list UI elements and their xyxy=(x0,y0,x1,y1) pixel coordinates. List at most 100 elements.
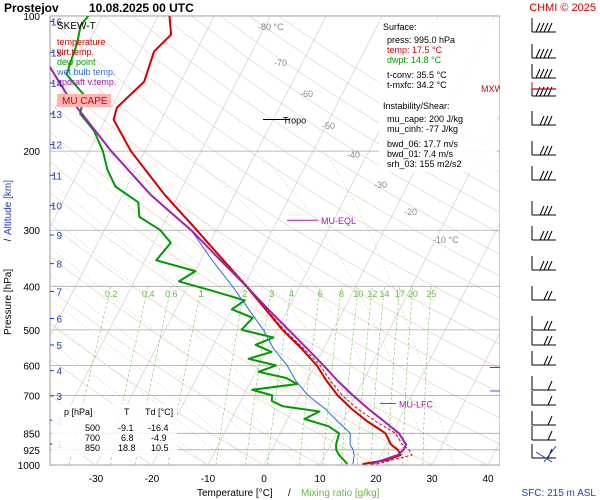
isotherm-label: -60 xyxy=(300,89,313,99)
table-cell: 18.8 xyxy=(118,443,136,453)
wind-barb xyxy=(531,331,556,346)
wind-barb-flag xyxy=(539,115,545,126)
mixing-ratio-label: 1 xyxy=(199,289,204,299)
wind-barbs xyxy=(531,18,557,463)
temperature-ticks: -30 -20 -10 0 10 20 30 40 xyxy=(89,474,494,485)
wind-barb-flag xyxy=(543,205,549,216)
wind-barb-flag xyxy=(547,170,553,181)
table-cell: -16.4 xyxy=(148,423,169,433)
pressure-tick-label: 700 xyxy=(23,391,40,402)
altitude-tick-label: 11 xyxy=(52,171,63,182)
altitude-axis-label: Altitude [km] xyxy=(3,180,14,235)
wind-barb-flag xyxy=(539,260,545,271)
wind-barb-flag xyxy=(547,430,553,441)
table-cell: 10.5 xyxy=(151,443,169,453)
wind-barb xyxy=(531,286,556,301)
bwd06: bwd_06: 17.7 m/s xyxy=(387,139,459,149)
sfc-label: SFC: 215 m ASL xyxy=(522,488,597,499)
wind-barb xyxy=(531,18,556,33)
table-bg xyxy=(52,404,177,456)
wind-barb-flag xyxy=(539,205,545,216)
isotherm-line xyxy=(151,16,383,465)
wind-barb-flag xyxy=(547,205,553,216)
wind-barb-flag xyxy=(547,320,553,331)
sounding-table: p [hPa] T Td [°C] 500 -9.1 -16.4 700 6.8… xyxy=(52,404,177,456)
pressure-tick-label: 850 xyxy=(23,429,40,440)
pressure-tick-label: 400 xyxy=(23,282,40,293)
altitude-tick-label: 12 xyxy=(51,141,63,152)
dry-adiabat xyxy=(50,19,500,322)
wind-barb-flag xyxy=(547,48,553,59)
wind-barb-flag xyxy=(539,230,545,241)
isotherm-label: -20 xyxy=(404,207,417,217)
wind-barb-flag xyxy=(543,290,549,301)
dry-adiabat xyxy=(133,16,500,255)
moist-adiabat xyxy=(119,151,388,465)
wind-barb-flag xyxy=(547,68,553,79)
isotherm-line xyxy=(50,16,215,337)
pressure-axis-label: Pressure [hPa] xyxy=(3,269,14,335)
wind-barb-flag xyxy=(547,335,553,346)
wind-barb-flag xyxy=(543,145,549,156)
table-cell: -4.9 xyxy=(151,433,167,443)
wind-barb xyxy=(531,351,556,366)
altitude-tick-label: 6 xyxy=(56,315,62,326)
isotherm-line xyxy=(431,331,500,465)
isotherm-line xyxy=(95,16,327,465)
pressure-tick-label: 300 xyxy=(23,226,40,237)
wind-barb-flag xyxy=(539,68,545,79)
axis-label-sep: / xyxy=(3,238,14,241)
isotherm-label: -10 °C xyxy=(433,235,459,245)
mixing-ratio-label: 3 xyxy=(269,289,274,299)
moist-adiabat xyxy=(256,151,433,465)
tropo-label: Tropo xyxy=(283,115,306,125)
instability-title: Instability/Shear: xyxy=(383,101,450,111)
wind-barb xyxy=(531,376,556,391)
mixing-axis-label: Mixing ratio [g/kg] xyxy=(301,488,380,499)
mucape-badge: MU CAPE xyxy=(62,96,108,107)
wind-barb-flag xyxy=(547,380,553,391)
wind-barb-flag xyxy=(543,320,549,331)
altitude-tick-label: 16 xyxy=(51,18,63,29)
dry-adiabat xyxy=(50,45,500,345)
isotherm-labels: 0.2 0.4 0.6 1 2 3 4 6 8 10 12 14 17 20 25-80 °C-70-60-… xyxy=(105,22,459,299)
altitude-tick-label: 10 xyxy=(51,202,63,213)
srh03: srh_03: 155 m2/s2 xyxy=(387,159,462,169)
altitude-tick-label: 14 xyxy=(51,79,63,90)
temperature-line xyxy=(112,16,402,465)
legend-title: SKEW-T xyxy=(57,21,96,32)
temperature-tick-label: 30 xyxy=(426,474,438,485)
wetbulb-line xyxy=(190,229,355,465)
altitude-tick-label: 15 xyxy=(51,48,63,59)
surface-wind-barb xyxy=(535,451,553,463)
wind-barb xyxy=(531,316,556,331)
wind-barb-flag xyxy=(547,395,553,406)
mixing-ratio-label: 4 xyxy=(289,289,294,299)
wind-barb xyxy=(531,44,556,59)
table-cell: 6.8 xyxy=(121,433,134,443)
pressure-tick-label: 500 xyxy=(23,326,40,337)
surface-temp: temp: 17.5 °C xyxy=(387,45,443,55)
table-cell: -9.1 xyxy=(118,423,134,433)
dry-adiabat xyxy=(162,16,500,234)
pressure-tick-label: 1000 xyxy=(18,461,41,472)
surface-dwpt: dwpt: 14.8 °C xyxy=(387,55,442,65)
wind-barb xyxy=(531,426,556,441)
wind-barb xyxy=(531,166,556,181)
wind-barb-flag xyxy=(535,22,541,33)
legend-wetbulb: wet bulb temp. xyxy=(56,67,116,77)
temperature-tick-label: -20 xyxy=(145,474,160,485)
table-header-p: p [hPa] xyxy=(64,407,93,417)
surface-wind-barb xyxy=(543,445,557,463)
mixing-ratio-label: 0.6 xyxy=(165,289,178,299)
info-box-bg xyxy=(379,20,497,172)
legend: SKEW-T temperature virt.temp. dew point … xyxy=(56,21,116,107)
mu-lfc-label: MU-LFC xyxy=(399,399,433,409)
mucape-badge-bg xyxy=(57,94,111,107)
mixing-ratio-label: 0.2 xyxy=(105,289,118,299)
pressure-tick-label: 600 xyxy=(23,361,40,372)
wind-barb xyxy=(531,411,556,426)
legend-parcel: updraft v.temp. xyxy=(57,77,116,87)
temperature-tick-label: 40 xyxy=(482,474,494,485)
